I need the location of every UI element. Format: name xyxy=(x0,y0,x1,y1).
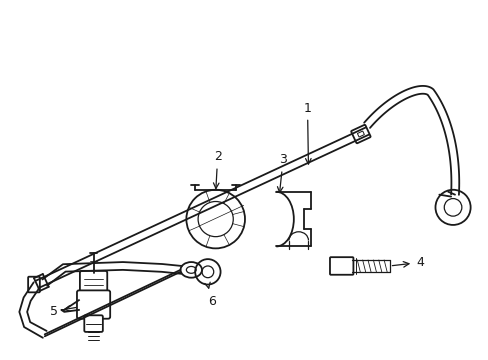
FancyBboxPatch shape xyxy=(77,291,110,319)
FancyBboxPatch shape xyxy=(329,257,353,275)
Text: 4: 4 xyxy=(391,256,423,269)
Text: 5: 5 xyxy=(49,305,76,318)
Text: 1: 1 xyxy=(303,102,311,164)
FancyBboxPatch shape xyxy=(28,277,40,292)
Text: 6: 6 xyxy=(204,282,215,308)
FancyBboxPatch shape xyxy=(80,271,107,294)
FancyBboxPatch shape xyxy=(84,315,102,332)
Text: 3: 3 xyxy=(277,153,286,193)
FancyBboxPatch shape xyxy=(350,125,370,143)
Text: 2: 2 xyxy=(213,150,221,189)
Bar xyxy=(357,131,364,137)
